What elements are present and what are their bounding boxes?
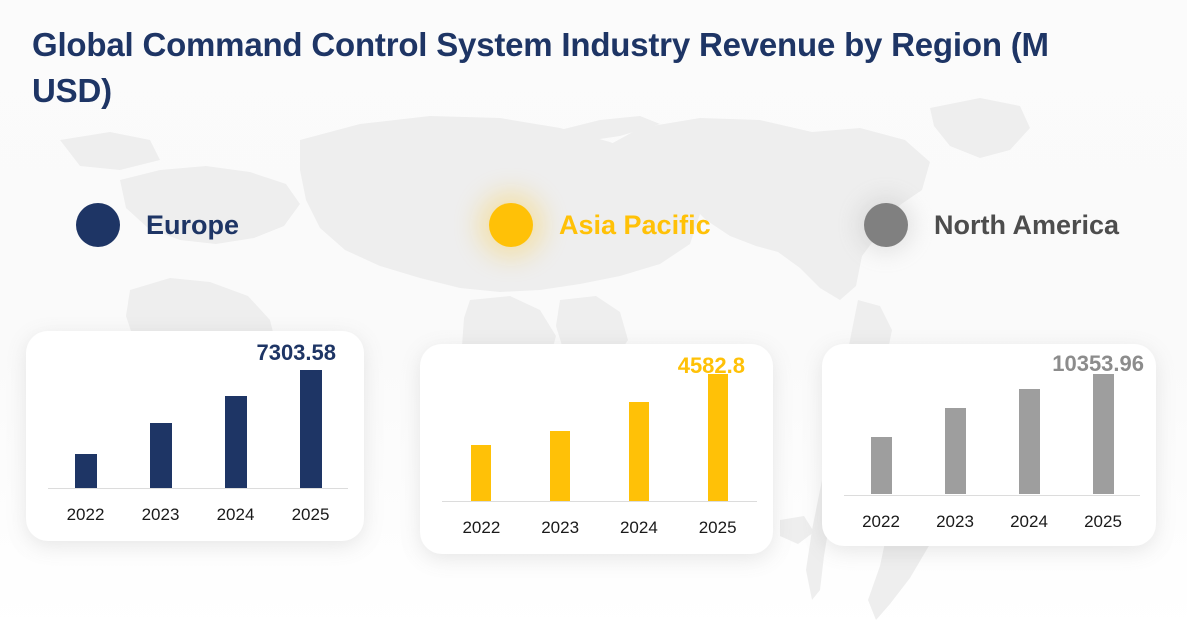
x-tick-label: 2024	[216, 505, 255, 524]
x-axis-labels-asia-pacific: 2022 2023 2024 2025	[442, 518, 757, 538]
bar[interactable]	[74, 454, 97, 489]
bar-slot	[844, 392, 918, 494]
legend-item-asia-pacific: Asia Pacific	[489, 203, 711, 247]
x-axis-labels-europe: 2022 2023 2024 2025	[48, 505, 348, 525]
bar-slot	[442, 392, 521, 502]
legend-label-asia-pacific: Asia Pacific	[559, 209, 711, 240]
value-label-north-america: 10353.96	[1052, 351, 1144, 376]
legend-dot-icon-europe	[76, 203, 120, 247]
bar[interactable]	[870, 437, 892, 494]
bar[interactable]	[149, 423, 172, 489]
bar[interactable]	[299, 370, 322, 489]
plot-area-europe	[48, 370, 348, 489]
legend-dot-icon-asia-pacific	[489, 203, 533, 247]
bar-slot	[1066, 374, 1140, 494]
bar[interactable]	[471, 445, 492, 502]
bar-slot	[198, 379, 273, 489]
legend-label-europe: Europe	[146, 209, 240, 240]
bar[interactable]	[224, 396, 247, 489]
bar-slot	[678, 374, 757, 502]
chart-card-europe: 7303.58 2022 2023 2024 2025	[26, 331, 364, 541]
x-tick-label: 2022	[66, 505, 105, 524]
bar[interactable]	[944, 408, 966, 494]
x-tick-label: 2023	[541, 518, 580, 537]
legend-label-north-america: North America	[934, 209, 1120, 240]
x-tick-label: 2022	[862, 512, 900, 531]
x-tick-label: 2024	[1010, 512, 1048, 531]
chart-card-asia-pacific: 4582.8 2022 2023 2024 2025	[420, 344, 773, 554]
x-axis-line	[442, 501, 757, 502]
legend-dot-icon-north-america	[864, 203, 908, 247]
bar-group-north-america	[844, 374, 1140, 494]
chart-card-north-america: 10353.96 2022 2023 2024 2025	[822, 344, 1156, 546]
bar-slot	[992, 389, 1066, 494]
x-tick-label: 2024	[619, 518, 658, 537]
legend-item-north-america: North America	[864, 203, 1119, 247]
bar[interactable]	[1092, 374, 1114, 494]
bar-slot	[48, 379, 123, 489]
plot-area-asia-pacific	[442, 374, 757, 502]
bar[interactable]	[707, 374, 728, 502]
bar[interactable]	[628, 402, 649, 502]
x-tick-label: 2025	[291, 505, 330, 524]
bar[interactable]	[550, 431, 571, 502]
x-tick-label: 2022	[462, 518, 501, 537]
bar-slot	[521, 392, 600, 502]
x-tick-label: 2025	[1084, 512, 1122, 531]
bar-slot	[123, 379, 198, 489]
page-title: Global Command Control System Industry R…	[32, 26, 1049, 109]
bar[interactable]	[1018, 389, 1040, 494]
bar-group-asia-pacific	[442, 374, 757, 502]
x-tick-label: 2025	[698, 518, 737, 537]
plot-area-north-america	[844, 374, 1140, 494]
x-axis-line	[48, 488, 348, 489]
value-label-asia-pacific: 4582.8	[677, 353, 745, 378]
x-axis-line	[844, 495, 1140, 496]
x-axis-labels-north-america: 2022 2023 2024 2025	[844, 512, 1140, 532]
bar-slot	[273, 370, 348, 489]
x-tick-label: 2023	[141, 505, 180, 524]
bar-group-europe	[48, 370, 348, 489]
bar-slot	[600, 392, 679, 502]
bar-slot	[918, 392, 992, 494]
legend-item-europe: Europe	[76, 203, 239, 247]
value-label-europe: 7303.58	[256, 340, 336, 365]
x-tick-label: 2023	[936, 512, 974, 531]
